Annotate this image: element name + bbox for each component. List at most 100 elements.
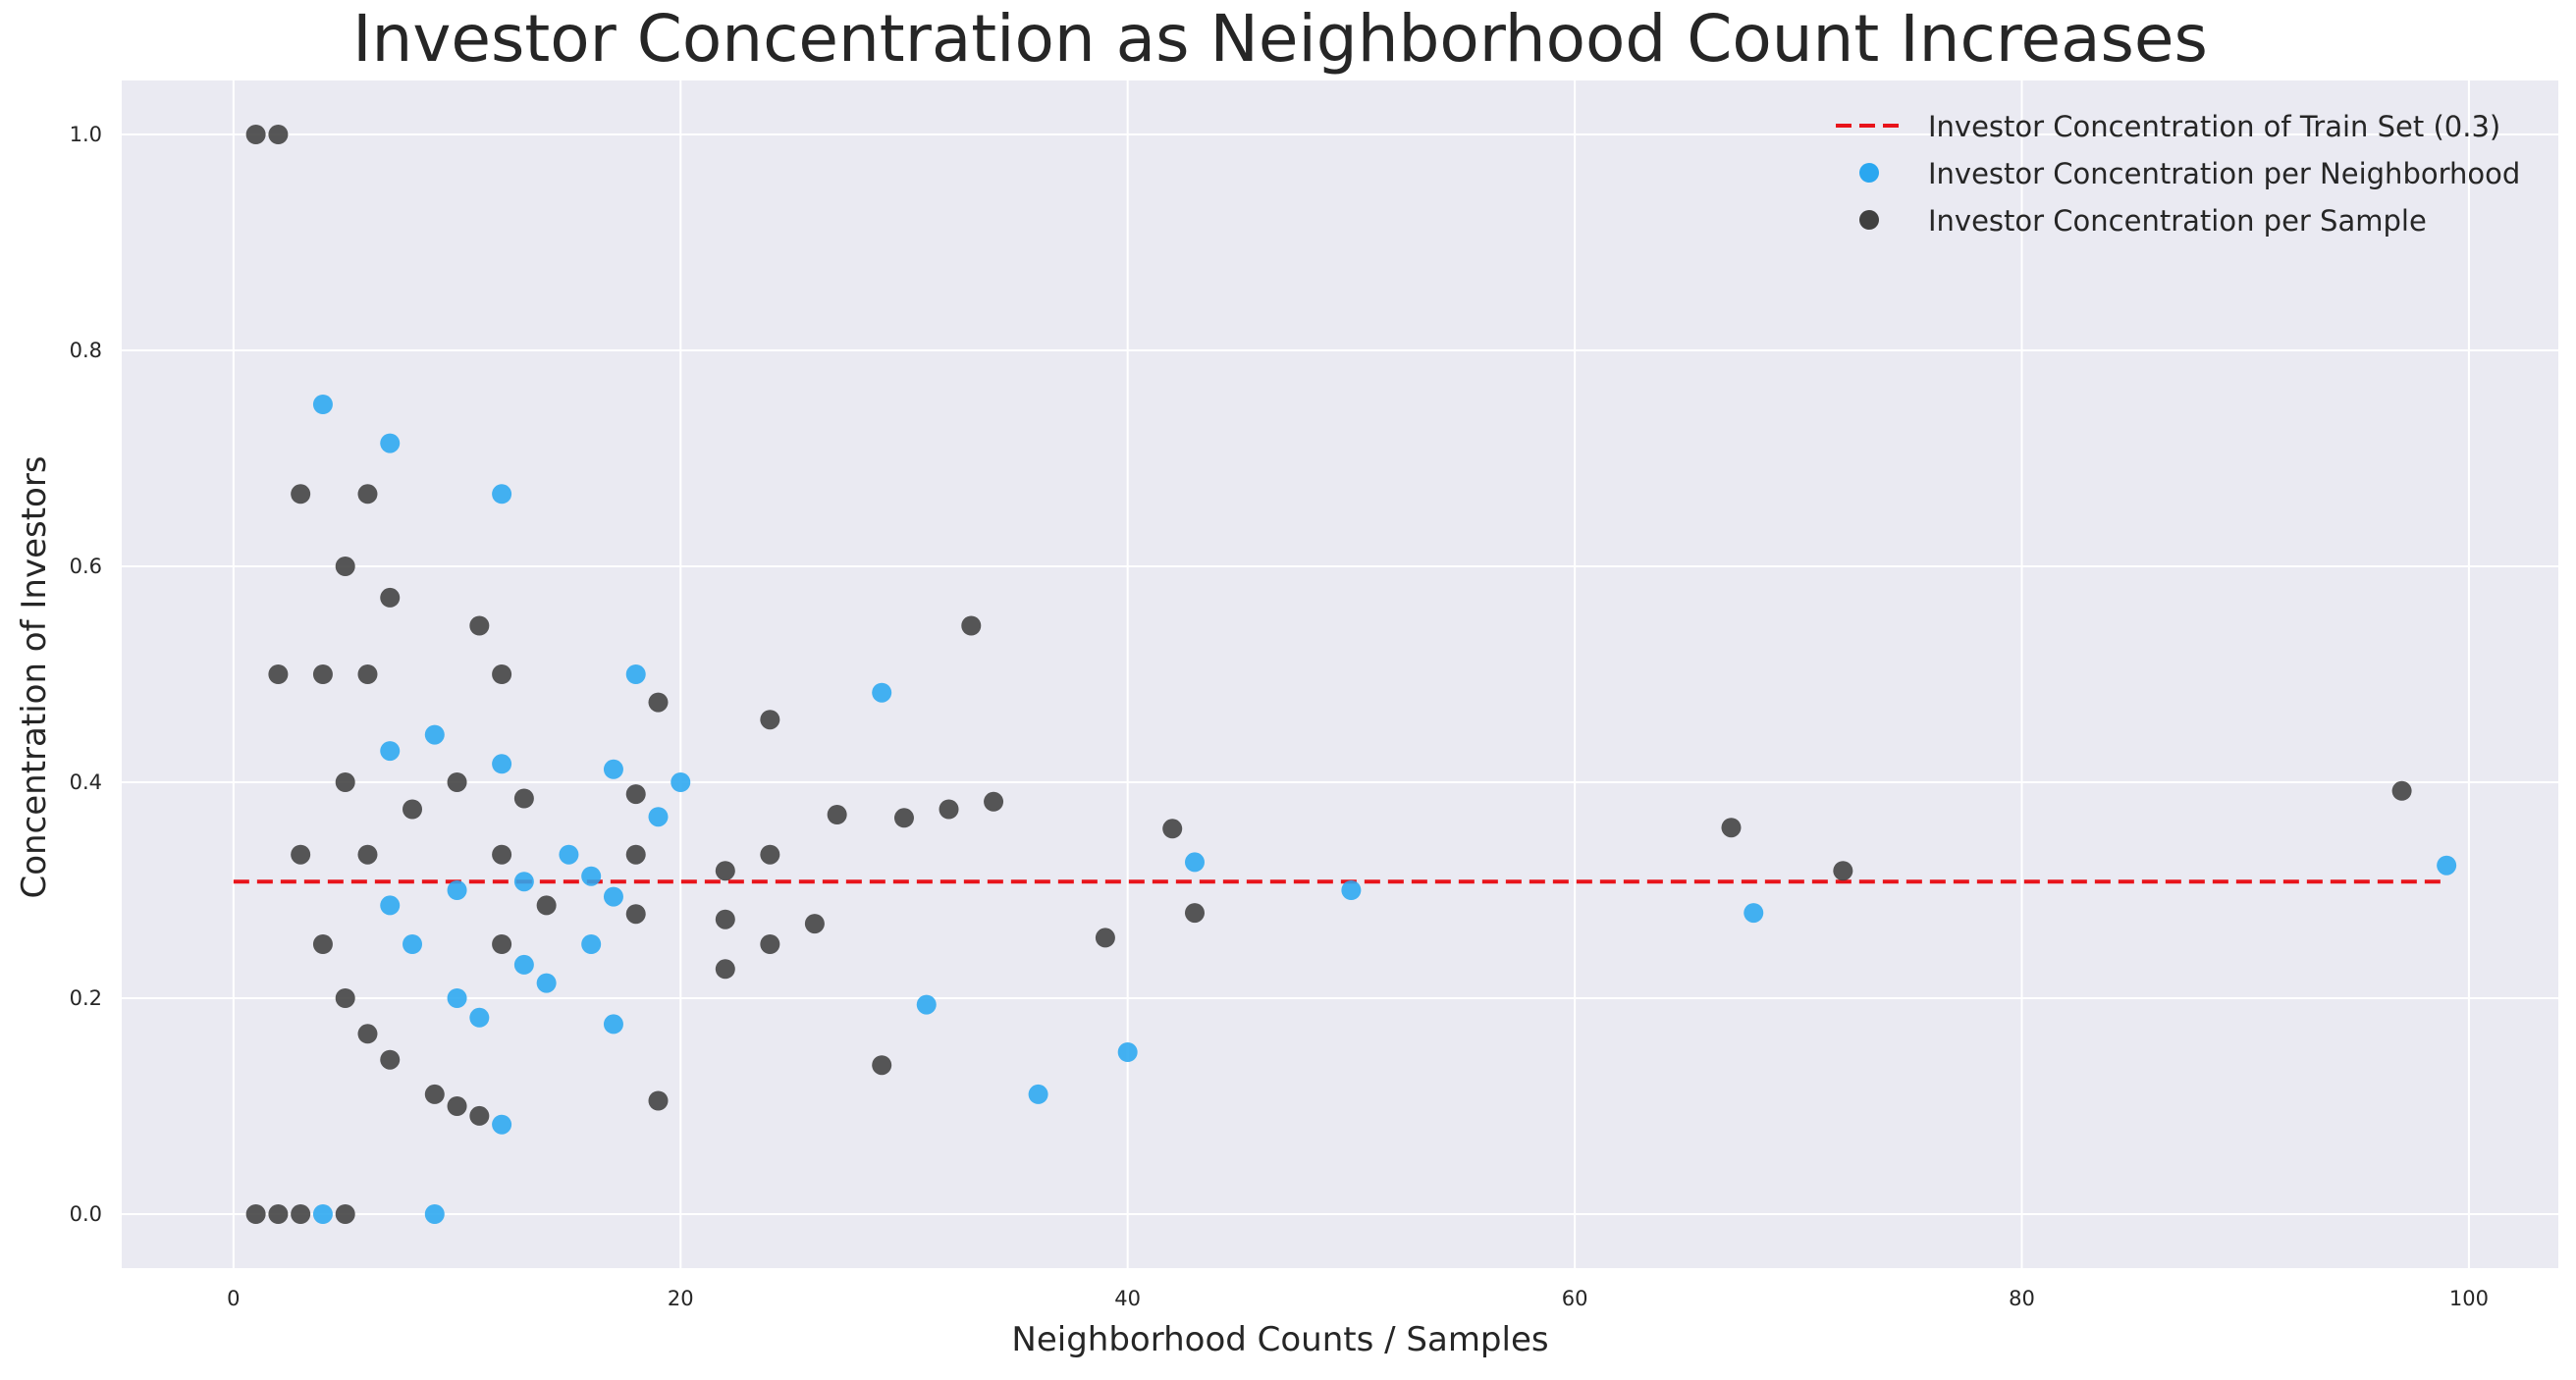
sample-point (268, 125, 289, 144)
neighborhood-point (492, 1114, 512, 1135)
neighborhood-point (916, 994, 937, 1015)
neighborhood-point (2437, 855, 2457, 876)
neighborhood-point (581, 866, 602, 886)
y-axis-label: Concentration of Investors (15, 455, 54, 898)
sample-point (312, 664, 333, 684)
x-tick-label: 0 (227, 1287, 240, 1310)
legend-swatch-sample (1859, 210, 1879, 230)
neighborhood-point (648, 807, 669, 827)
x-tick-label: 80 (2009, 1287, 2035, 1310)
neighborhood-point (380, 895, 401, 916)
neighborhood-point (671, 772, 691, 792)
neighborhood-point (581, 934, 602, 954)
legend-swatch-neighborhood (1859, 163, 1879, 183)
sample-point (402, 799, 423, 820)
data-points (245, 125, 2457, 1224)
sample-point (872, 1055, 892, 1076)
y-tick-label: 0.6 (70, 555, 102, 578)
neighborhood-point (380, 741, 401, 762)
neighborhood-point (447, 880, 467, 900)
neighborhood-point (559, 844, 579, 865)
sample-point (1721, 818, 1742, 838)
y-tick-label: 0.0 (70, 1202, 102, 1226)
sample-point (827, 805, 847, 824)
y-tick-label: 1.0 (70, 123, 102, 146)
sample-point (492, 844, 512, 865)
sample-point (335, 988, 355, 1008)
x-tick-label: 40 (1114, 1287, 1141, 1310)
neighborhood-point (424, 1204, 445, 1224)
sample-point (492, 934, 512, 954)
plot-area (122, 80, 2558, 1268)
sample-point (1162, 819, 1183, 839)
neighborhood-point (513, 954, 534, 975)
sample-point (984, 791, 1004, 812)
neighborhood-point (312, 395, 333, 414)
sample-point (335, 557, 355, 576)
neighborhood-point (447, 988, 467, 1008)
sample-point (469, 615, 490, 636)
chart-title: Investor Concentration as Neighborhood C… (352, 1, 2208, 77)
sample-point (268, 1204, 289, 1224)
sample-point (648, 692, 669, 713)
sample-point (2391, 780, 2412, 801)
sample-point (357, 484, 378, 504)
neighborhood-point (1184, 852, 1205, 873)
sample-point (625, 904, 646, 925)
x-tick-label: 20 (668, 1287, 694, 1310)
sample-point (312, 934, 333, 954)
sample-point (715, 959, 735, 980)
neighborhood-point (469, 1007, 490, 1028)
neighborhood-point (536, 973, 557, 993)
neighborhood-point (1744, 903, 1764, 924)
sample-point (648, 1090, 669, 1111)
sample-point (760, 934, 780, 954)
sample-point (447, 772, 467, 792)
legend-label-reference-line: Investor Concentration of Train Set (0.3… (1928, 110, 2500, 143)
sample-point (804, 914, 825, 934)
y-tick-label: 0.2 (70, 986, 102, 1010)
neighborhood-point (513, 872, 534, 892)
neighborhood-point (492, 754, 512, 774)
sample-point (492, 664, 512, 684)
sample-point (760, 710, 780, 730)
neighborhood-point (1028, 1084, 1048, 1104)
x-tick-label: 100 (2449, 1287, 2489, 1310)
sample-point (760, 844, 780, 865)
neighborhood-point (312, 1204, 333, 1224)
sample-point (357, 664, 378, 684)
sample-point (245, 1204, 266, 1224)
sample-point (335, 1204, 355, 1224)
sample-point (380, 587, 401, 608)
sample-point (268, 664, 289, 684)
sample-point (357, 1024, 378, 1044)
sample-point (625, 784, 646, 805)
sample-point (447, 1096, 467, 1116)
sample-point (513, 788, 534, 809)
sample-point (469, 1105, 490, 1126)
neighborhood-point (625, 664, 646, 684)
sample-point (335, 772, 355, 792)
neighborhood-point (603, 886, 623, 907)
sample-point (893, 808, 914, 828)
neighborhood-point (492, 484, 512, 504)
y-tick-label: 0.4 (70, 770, 102, 794)
sample-point (291, 484, 311, 504)
sample-point (536, 895, 557, 916)
sample-point (715, 861, 735, 881)
sample-point (1184, 903, 1205, 924)
sample-point (245, 125, 266, 144)
neighborhood-point (603, 759, 623, 779)
tick-labels: 0 20 40 60 80 100 0.0 0.2 0.4 0.6 0.8 1.0 (70, 123, 2489, 1310)
sample-point (424, 1084, 445, 1104)
neighborhood-point (1341, 880, 1362, 900)
sample-point (380, 1049, 401, 1070)
grid-lines (122, 80, 2558, 1268)
sample-point (1833, 861, 1853, 881)
neighborhood-point (402, 934, 423, 954)
x-tick-label: 60 (1562, 1287, 1588, 1310)
neighborhood-point (380, 433, 401, 453)
sample-point (357, 844, 378, 865)
legend-label-sample: Investor Concentration per Sample (1928, 204, 2427, 238)
